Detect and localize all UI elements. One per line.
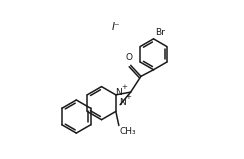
Text: +: + <box>121 84 127 90</box>
Text: Br: Br <box>155 28 165 37</box>
Text: +: + <box>125 94 131 100</box>
Text: N: N <box>115 88 122 97</box>
Text: O: O <box>126 53 132 62</box>
Text: CH₃: CH₃ <box>120 127 136 136</box>
Text: I⁻: I⁻ <box>112 22 120 32</box>
Text: N: N <box>119 98 126 107</box>
